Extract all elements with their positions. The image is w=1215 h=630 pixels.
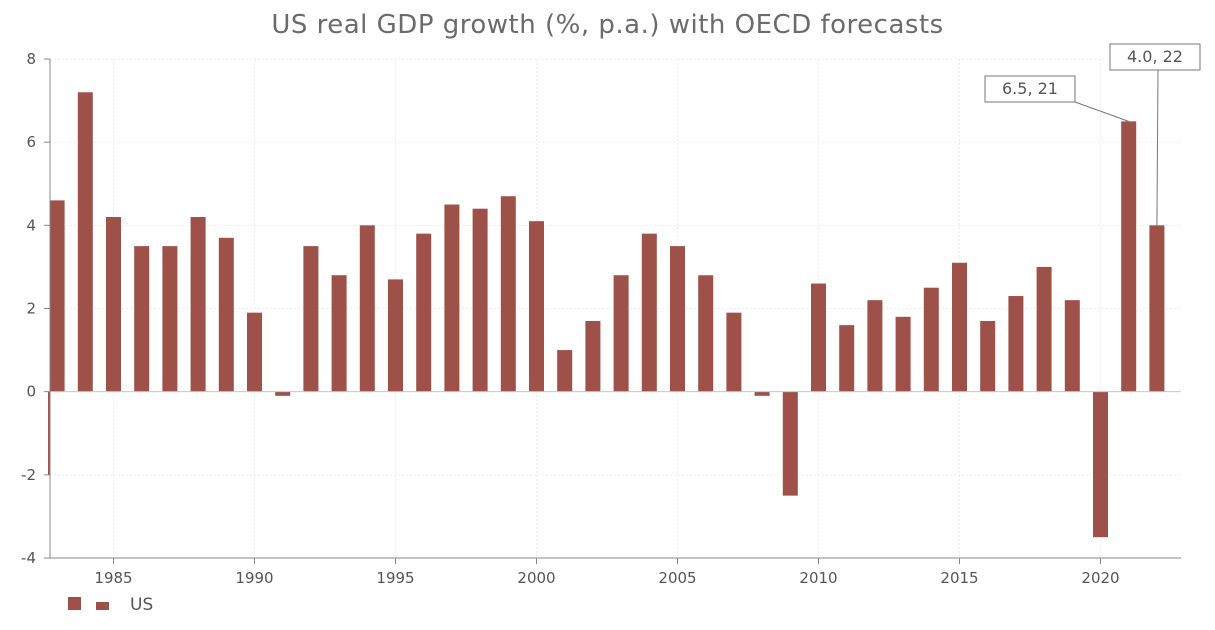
bar xyxy=(388,279,403,392)
y-tick-label: 6 xyxy=(26,133,36,151)
bar xyxy=(698,275,714,392)
bar xyxy=(49,200,65,392)
bar xyxy=(923,287,939,392)
bar xyxy=(613,275,629,392)
bar xyxy=(331,275,347,392)
annotation-leader-line xyxy=(1074,101,1129,122)
x-tick-label: 1985 xyxy=(94,569,132,587)
bar xyxy=(529,221,544,392)
bar xyxy=(1064,300,1080,392)
y-axis-ticks: 8 6 4 2 0 -2 -4 xyxy=(21,50,36,567)
y-tick-label: 4 xyxy=(26,216,36,234)
y-tick-label: -2 xyxy=(21,466,36,484)
bar xyxy=(162,246,178,392)
bar xyxy=(1121,121,1137,392)
bar xyxy=(980,320,996,392)
x-tick-label: 2005 xyxy=(658,569,696,587)
bar xyxy=(416,233,432,392)
bar xyxy=(867,300,883,392)
bar xyxy=(275,391,291,396)
legend-swatch-large xyxy=(68,597,81,610)
bar xyxy=(472,208,488,392)
bar xyxy=(557,350,573,392)
x-tick-label: 1995 xyxy=(376,569,414,587)
bar xyxy=(303,246,319,392)
bar-partial xyxy=(48,391,50,475)
bar xyxy=(839,325,855,392)
y-tick-label: -4 xyxy=(21,549,36,567)
bar xyxy=(811,283,826,392)
x-tick-label: 2000 xyxy=(517,569,555,587)
x-axis-ticks: 1985 1990 1995 2000 2005 2010 2015 2020 xyxy=(94,569,1119,587)
bar xyxy=(247,312,262,392)
x-tick-label: 2015 xyxy=(940,569,978,587)
annotation-text: 4.0, 22 xyxy=(1127,47,1183,66)
y-tick-label: 0 xyxy=(26,383,36,401)
bar xyxy=(1093,391,1108,538)
annotation-text: 6.5, 21 xyxy=(1002,79,1058,98)
bar xyxy=(1149,225,1165,392)
bar xyxy=(218,237,234,392)
x-tick-label: 2020 xyxy=(1081,569,1119,587)
bar-series-us xyxy=(48,92,1165,538)
bar xyxy=(1008,296,1024,392)
axes xyxy=(44,58,1181,564)
annotation-leader-line xyxy=(1156,69,1159,226)
annotations: 6.5, 21 4.0, 22 xyxy=(984,43,1201,226)
bar xyxy=(782,391,798,496)
bar xyxy=(585,320,601,392)
y-tick-label: 2 xyxy=(26,300,36,318)
legend-label: US xyxy=(130,595,153,615)
bar xyxy=(670,246,685,392)
bar xyxy=(77,92,93,392)
legend[interactable]: US xyxy=(68,595,153,615)
bar xyxy=(726,312,742,392)
bar xyxy=(359,225,375,392)
bar xyxy=(190,217,206,392)
bar xyxy=(444,204,460,392)
chart-title: US real GDP growth (%, p.a.) with OECD f… xyxy=(271,10,944,40)
bar xyxy=(895,316,911,392)
bar xyxy=(754,391,770,396)
x-tick-label: 2010 xyxy=(799,569,837,587)
bar xyxy=(500,196,516,392)
annotation-box xyxy=(984,75,1076,103)
annotation-box xyxy=(1109,43,1201,71)
y-tick-label: 8 xyxy=(26,50,36,68)
bar xyxy=(641,233,657,392)
bar xyxy=(134,246,150,392)
legend-swatch-small xyxy=(96,602,109,610)
bar xyxy=(1036,266,1052,392)
bar xyxy=(952,262,967,392)
x-tick-label: 1990 xyxy=(235,569,273,587)
bar xyxy=(106,217,121,392)
